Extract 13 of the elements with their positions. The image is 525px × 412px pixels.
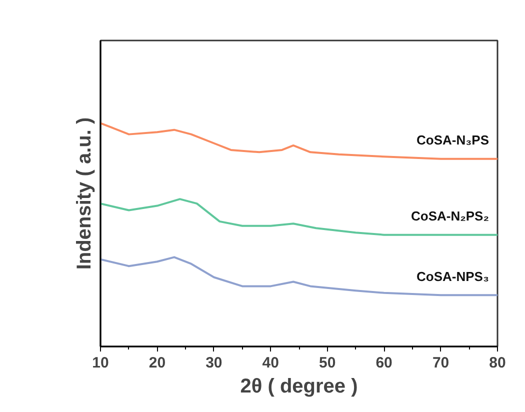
- x-tick-label: 20: [148, 354, 166, 372]
- series-label: CoSA-NPS₃: [416, 268, 490, 284]
- x-tick-label: 10: [92, 354, 109, 372]
- x-tick-label: 50: [319, 354, 336, 372]
- x-tick-label: 30: [206, 354, 222, 372]
- x-axis-title: 2θ ( degree ): [240, 376, 358, 398]
- series-label: CoSA-N₃PS: [416, 132, 490, 148]
- series-label: CoSA-N₂PS₂: [410, 208, 490, 224]
- x-tick-label: 60: [376, 354, 392, 372]
- x-tick-label: 40: [262, 354, 279, 372]
- x-tick-label: 80: [489, 354, 506, 372]
- y-axis-title: Indensity ( a.u. ): [74, 117, 96, 270]
- x-tick-label: 70: [432, 354, 450, 372]
